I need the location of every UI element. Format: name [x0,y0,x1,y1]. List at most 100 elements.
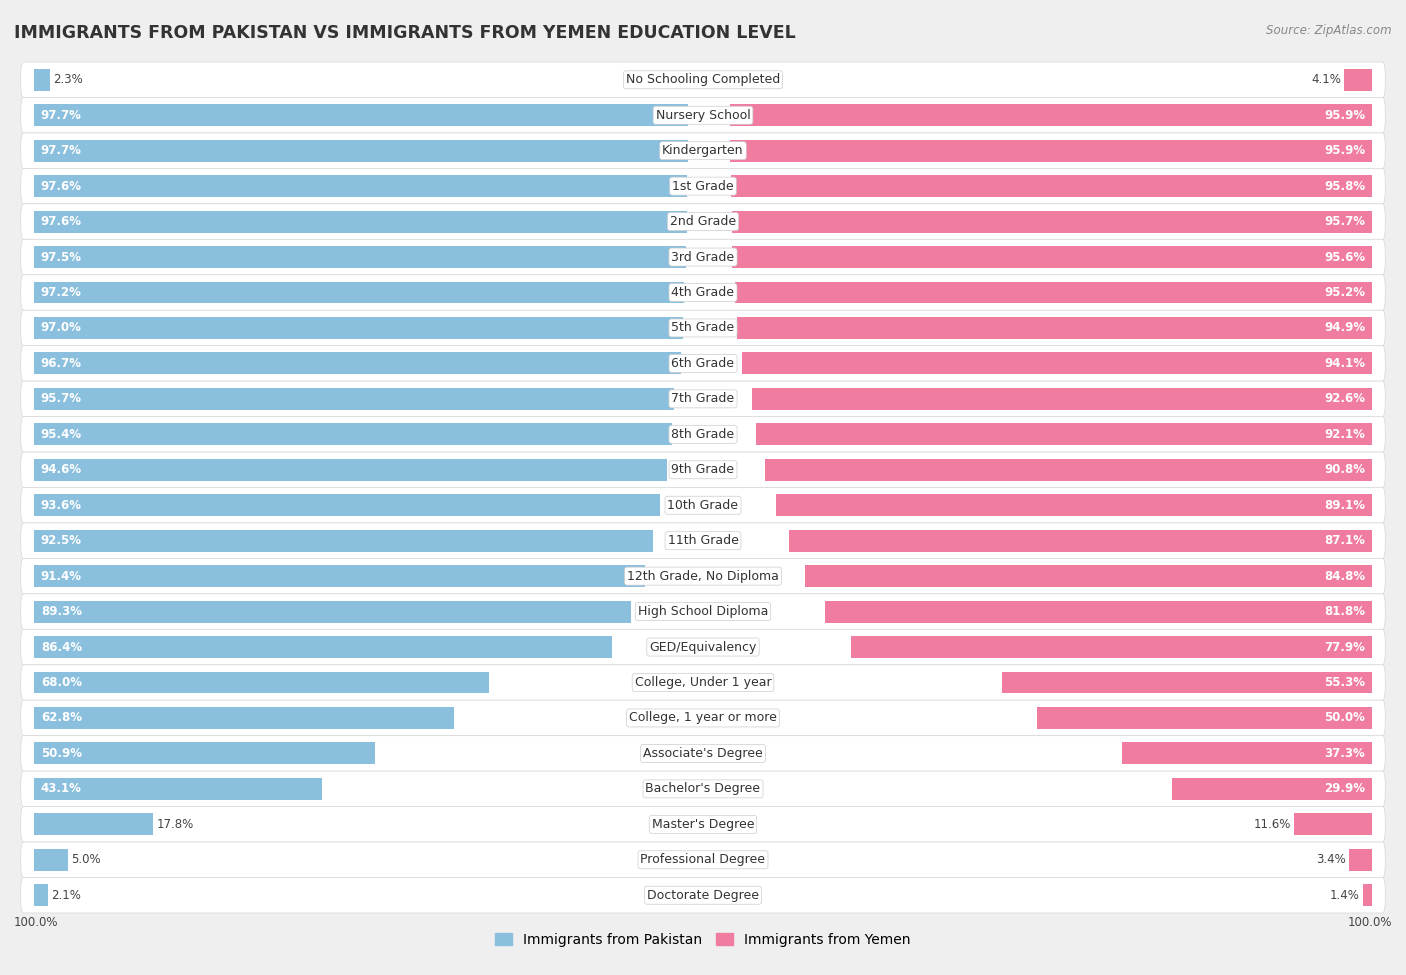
Text: 17.8%: 17.8% [156,818,194,831]
Bar [34,672,489,693]
Bar [34,139,688,162]
Text: 77.9%: 77.9% [1324,641,1365,653]
Bar [34,388,675,410]
FancyBboxPatch shape [21,806,1385,842]
Bar [733,246,1372,268]
Text: 50.0%: 50.0% [1324,712,1365,724]
FancyBboxPatch shape [21,133,1385,169]
Text: 97.7%: 97.7% [41,144,82,157]
FancyBboxPatch shape [21,416,1385,452]
FancyBboxPatch shape [21,736,1385,771]
Text: 55.3%: 55.3% [1324,676,1365,689]
Text: 89.3%: 89.3% [41,605,82,618]
Text: 91.4%: 91.4% [41,569,82,583]
Bar [34,459,666,481]
Bar [34,352,681,374]
Bar [776,494,1372,516]
Text: Master's Degree: Master's Degree [652,818,754,831]
Text: 8th Grade: 8th Grade [672,428,734,441]
Text: 94.1%: 94.1% [1324,357,1365,370]
Bar [34,246,686,268]
FancyBboxPatch shape [21,346,1385,381]
Bar [731,139,1372,162]
Bar [825,601,1372,623]
Bar [34,317,683,339]
FancyBboxPatch shape [21,169,1385,204]
Bar [34,884,48,906]
FancyBboxPatch shape [21,381,1385,416]
Text: 95.8%: 95.8% [1324,179,1365,193]
Bar [34,707,454,729]
Text: College, Under 1 year: College, Under 1 year [634,676,772,689]
FancyBboxPatch shape [21,771,1385,806]
Text: 100.0%: 100.0% [1347,916,1392,929]
Bar [34,849,67,871]
Text: 86.4%: 86.4% [41,641,82,653]
Text: 12th Grade, No Diploma: 12th Grade, No Diploma [627,569,779,583]
Text: 94.6%: 94.6% [41,463,82,476]
Text: 62.8%: 62.8% [41,712,82,724]
Text: 3.4%: 3.4% [1316,853,1346,866]
Text: 95.4%: 95.4% [41,428,82,441]
FancyBboxPatch shape [21,239,1385,275]
Text: 97.6%: 97.6% [41,179,82,193]
Text: Professional Degree: Professional Degree [641,853,765,866]
FancyBboxPatch shape [21,488,1385,523]
Text: Bachelor's Degree: Bachelor's Degree [645,782,761,796]
FancyBboxPatch shape [21,275,1385,310]
Bar [34,69,49,91]
Text: Associate's Degree: Associate's Degree [643,747,763,760]
Text: Source: ZipAtlas.com: Source: ZipAtlas.com [1267,24,1392,37]
Text: 43.1%: 43.1% [41,782,82,796]
Text: 11th Grade: 11th Grade [668,534,738,547]
Bar [34,282,685,303]
Text: 93.6%: 93.6% [41,499,82,512]
Bar [756,423,1372,446]
Text: 4th Grade: 4th Grade [672,286,734,299]
Bar [765,459,1372,481]
Bar [34,742,374,764]
Bar [1362,884,1372,906]
Text: 2.1%: 2.1% [52,889,82,902]
FancyBboxPatch shape [21,523,1385,559]
Text: 94.9%: 94.9% [1324,322,1365,334]
Text: 95.2%: 95.2% [1324,286,1365,299]
Bar [34,636,612,658]
Text: Nursery School: Nursery School [655,109,751,122]
Bar [1344,69,1372,91]
Bar [804,566,1372,587]
Text: 92.1%: 92.1% [1324,428,1365,441]
Bar [1350,849,1372,871]
Text: 3rd Grade: 3rd Grade [672,251,734,263]
Text: 50.9%: 50.9% [41,747,82,760]
Text: 92.6%: 92.6% [1324,392,1365,406]
Text: 95.6%: 95.6% [1324,251,1365,263]
Bar [735,282,1372,303]
Bar [1002,672,1372,693]
FancyBboxPatch shape [21,842,1385,878]
FancyBboxPatch shape [21,452,1385,488]
FancyBboxPatch shape [21,62,1385,98]
Text: 97.2%: 97.2% [41,286,82,299]
Text: 1.4%: 1.4% [1329,889,1360,902]
Bar [1038,707,1372,729]
Text: 10th Grade: 10th Grade [668,499,738,512]
Bar [731,176,1372,197]
Text: 7th Grade: 7th Grade [672,392,734,406]
Text: 11.6%: 11.6% [1254,818,1291,831]
Text: 97.7%: 97.7% [41,109,82,122]
Text: 81.8%: 81.8% [1324,605,1365,618]
Text: Doctorate Degree: Doctorate Degree [647,889,759,902]
Text: 95.7%: 95.7% [41,392,82,406]
Bar [34,566,645,587]
Text: GED/Equivalency: GED/Equivalency [650,641,756,653]
Bar [752,388,1372,410]
Text: No Schooling Completed: No Schooling Completed [626,73,780,86]
Text: 29.9%: 29.9% [1324,782,1365,796]
Bar [742,352,1372,374]
Text: 6th Grade: 6th Grade [672,357,734,370]
FancyBboxPatch shape [21,594,1385,629]
Text: 95.9%: 95.9% [1324,144,1365,157]
FancyBboxPatch shape [21,559,1385,594]
FancyBboxPatch shape [21,700,1385,736]
